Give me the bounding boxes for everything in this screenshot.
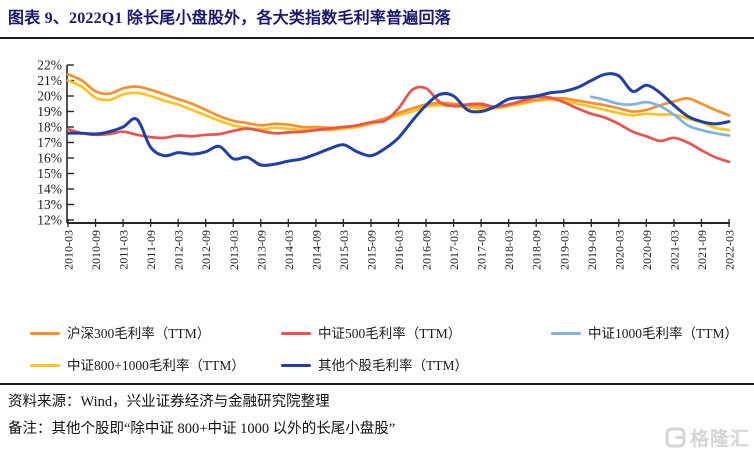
- x-tick-label: 2017-09: [475, 230, 489, 270]
- chart-canvas: 22%21%20%19%18%17%16%15%14%13%12%2010-03…: [37, 58, 737, 271]
- x-tick-label: 2020-09: [640, 230, 654, 270]
- series-line-0: [66, 72, 731, 130]
- y-tick-label: 18%: [37, 120, 62, 135]
- x-tick-label: 2015-09: [364, 230, 378, 270]
- csi500-line-swatch: [281, 332, 311, 335]
- gelonghui-watermark: 格隆汇: [665, 424, 750, 451]
- y-tick-label: 17%: [37, 135, 62, 150]
- csi800-1000-line-swatch: [30, 364, 60, 367]
- x-tick-label: 2020-03: [612, 230, 626, 270]
- legend-item-others: 其他个股毛利率（TTM）: [281, 354, 468, 373]
- legend-label: 中证800+1000毛利率（TTM）: [67, 358, 245, 373]
- legend-label: 中证500毛利率（TTM）: [318, 326, 462, 341]
- data-source-note: 资料来源：Wind，兴业证券经济与金融研究院整理: [8, 394, 330, 410]
- remark-note: 备注：其他个股即“除中证 800+中证 1000 以外的长尾小盘股”: [8, 421, 396, 437]
- series-line-1: [66, 85, 731, 164]
- y-tick-label: 22%: [37, 58, 62, 73]
- legend-item-csi800-1000: 中证800+1000毛利率（TTM）: [30, 354, 245, 373]
- x-tick-label: 2014-09: [309, 230, 323, 270]
- y-tick-label: 16%: [37, 151, 62, 166]
- y-tick-label: 13%: [37, 197, 62, 212]
- series-line-3: [66, 79, 731, 132]
- legend-label: 沪深300毛利率（TTM）: [67, 326, 211, 341]
- watermark-text: 格隆汇: [689, 429, 750, 450]
- x-tick-label: 2016-03: [392, 230, 406, 270]
- y-tick-label: 15%: [37, 166, 62, 181]
- x-tick-label: 2011-09: [144, 230, 158, 270]
- y-tick-label: 12%: [37, 213, 62, 228]
- x-tick-label: 2016-09: [420, 230, 434, 270]
- hs300-line-swatch: [30, 332, 60, 335]
- y-tick-label: 19%: [37, 104, 62, 119]
- x-tick-label: 2013-09: [254, 230, 268, 270]
- y-tick-label: 20%: [37, 89, 62, 104]
- legend-item-csi1000: 中证1000毛利率（TTM）: [551, 322, 738, 341]
- x-tick-label: 2022-03: [723, 230, 737, 270]
- x-tick-label: 2021-09: [695, 230, 709, 270]
- csi1000-line-swatch: [551, 332, 581, 335]
- x-tick-label: 2019-09: [585, 230, 599, 270]
- x-tick-label: 2018-03: [502, 230, 516, 270]
- x-tick-label: 2010-09: [89, 230, 103, 270]
- title-divider: [0, 37, 754, 39]
- legend-item-hs300: 沪深300毛利率（TTM）: [30, 322, 211, 341]
- x-tick-label: 2019-03: [557, 230, 571, 270]
- others-line-swatch: [281, 364, 311, 367]
- legend-label: 中证1000毛利率（TTM）: [588, 326, 738, 341]
- figure-title: 图表 9、2022Q1 除长尾小盘股外，各大类指数毛利率普遍回落: [8, 10, 451, 27]
- x-tick-label: 2015-03: [337, 230, 351, 270]
- y-tick-label: 21%: [37, 73, 62, 88]
- x-tick-label: 2017-03: [447, 230, 461, 270]
- footer-divider: [0, 383, 754, 385]
- x-tick-label: 2021-03: [667, 230, 681, 270]
- x-tick-label: 2011-03: [117, 230, 131, 270]
- legend-label: 其他个股毛利率（TTM）: [318, 358, 468, 373]
- series-line-4: [66, 72, 731, 167]
- series-line-2: [589, 95, 731, 137]
- gelonghui-logo-icon: [665, 427, 686, 448]
- legend-item-csi500: 中证500毛利率（TTM）: [281, 322, 462, 341]
- x-tick-label: 2014-03: [282, 230, 296, 270]
- x-tick-label: 2010-03: [62, 230, 76, 270]
- x-tick-label: 2013-03: [227, 230, 241, 270]
- x-tick-label: 2012-03: [172, 230, 186, 270]
- y-tick-label: 14%: [37, 182, 62, 197]
- x-tick-label: 2012-09: [199, 230, 213, 270]
- x-tick-label: 2018-09: [530, 230, 544, 270]
